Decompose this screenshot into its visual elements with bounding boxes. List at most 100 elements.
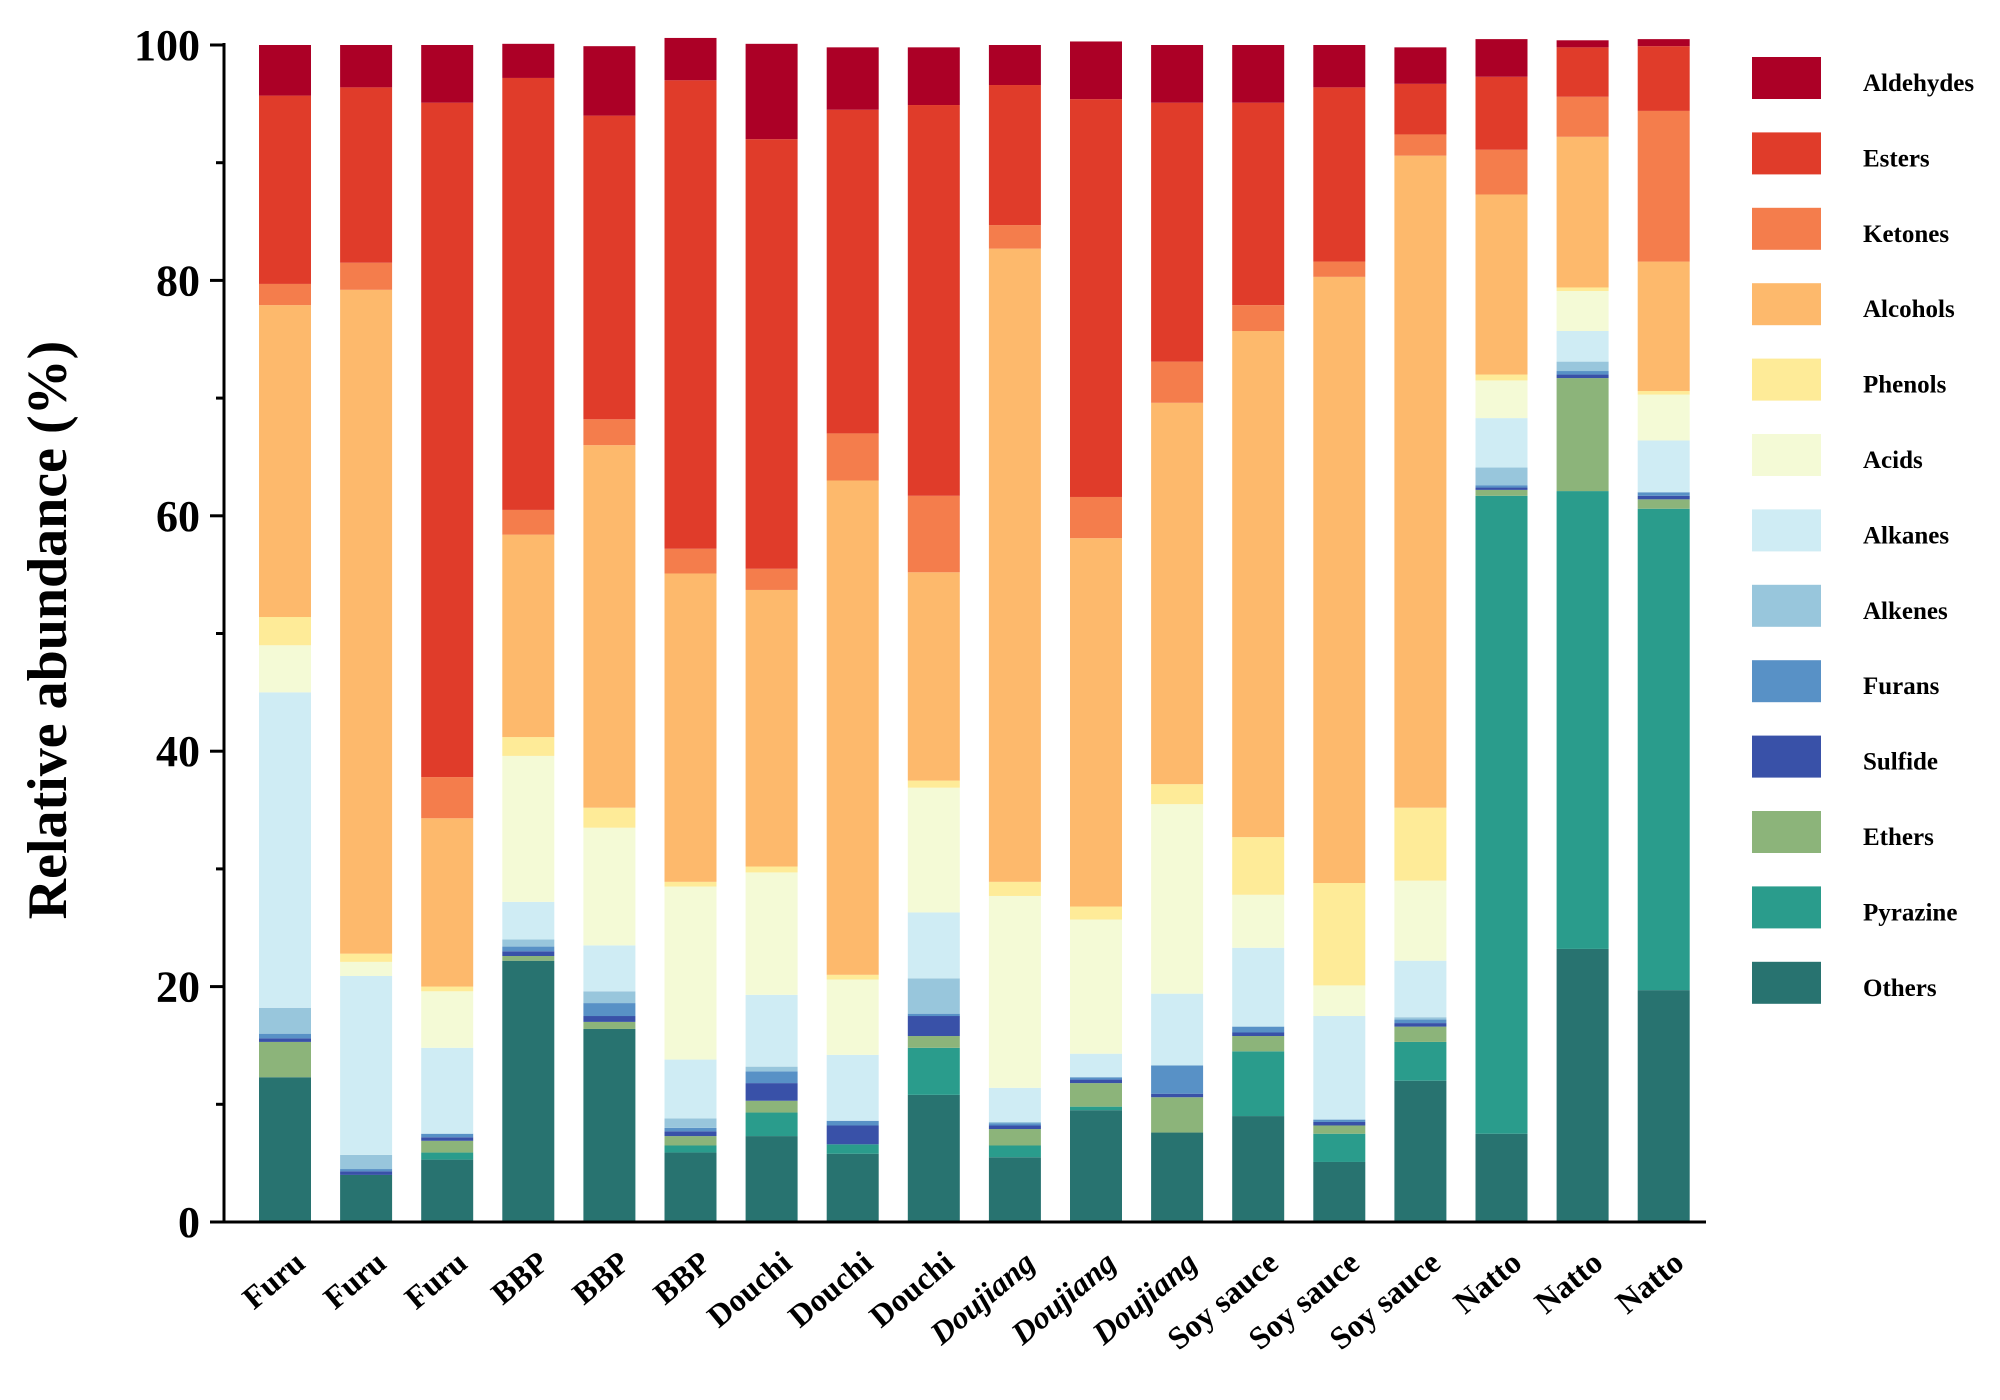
bar-segment-ethers-18 bbox=[1637, 499, 1690, 509]
bars-layer bbox=[259, 37, 1690, 1222]
bar-segment-alkanes-3 bbox=[421, 1047, 474, 1134]
legend-swatch-furans bbox=[1752, 660, 1821, 703]
y-tick-label: 20 bbox=[156, 963, 200, 1012]
bar-segment-sulfide-18 bbox=[1637, 495, 1690, 500]
bar-segment-ketones-14 bbox=[1313, 261, 1366, 277]
bar-segment-alcohols-17 bbox=[1556, 136, 1609, 288]
bar-segment-acids-13 bbox=[1232, 894, 1285, 948]
bar-segment-sulfide-14 bbox=[1313, 1121, 1366, 1126]
bar-segment-alcohols-8 bbox=[826, 480, 879, 975]
bar-segment-phenols-11 bbox=[1070, 906, 1122, 920]
bar-segment-acids-6 bbox=[664, 886, 717, 1060]
bar-segment-ethers-13 bbox=[1232, 1036, 1285, 1052]
bar-segment-furans-11 bbox=[1070, 1077, 1122, 1080]
bar-segment-aldehydes-3 bbox=[421, 45, 474, 103]
bar-segment-pyrazine-6 bbox=[664, 1145, 717, 1153]
legend-label-alkanes: Alkanes bbox=[1863, 522, 1949, 549]
x-tick-label-douchi-8: Douchi bbox=[781, 1244, 879, 1335]
bar-segment-alcohols-18 bbox=[1637, 261, 1690, 392]
bar-segment-ketones-6 bbox=[664, 548, 717, 574]
bar-segment-aldehydes-14 bbox=[1313, 45, 1366, 88]
bar-segment-aldehydes-8 bbox=[826, 47, 879, 110]
bar-segment-alkenes-16 bbox=[1475, 467, 1528, 486]
bar-segment-acids-11 bbox=[1070, 919, 1122, 1054]
bar-segment-ketones-5 bbox=[583, 419, 636, 446]
legend: Aldehydes Esters Ketones Alcohols Phenols Aci… bbox=[1752, 57, 1974, 1004]
legend-swatch-aldehydes bbox=[1752, 57, 1821, 99]
bar-segment-furans-15 bbox=[1394, 1019, 1447, 1024]
legend-swatch-alcohols bbox=[1752, 283, 1821, 326]
bar-segment-sulfide-5 bbox=[583, 1016, 636, 1022]
bar-segment-aldehydes-9 bbox=[907, 47, 960, 106]
bar-segment-aldehydes-15 bbox=[1394, 47, 1447, 84]
bar-segment-esters-2 bbox=[340, 87, 393, 263]
bar-segment-aldehydes-7 bbox=[745, 43, 798, 140]
bar-segment-ethers-9 bbox=[907, 1036, 960, 1048]
bar-segment-pyrazine-18 bbox=[1637, 508, 1690, 991]
bar-segment-ethers-11 bbox=[1070, 1083, 1122, 1107]
bar-segment-furans-14 bbox=[1313, 1119, 1366, 1122]
legend-swatch-others bbox=[1752, 961, 1821, 1004]
bar-segment-esters-9 bbox=[907, 105, 960, 496]
bar-segment-pyrazine-9 bbox=[907, 1047, 960, 1095]
bar-segment-phenols-14 bbox=[1313, 883, 1366, 986]
legend-label-others: Others bbox=[1863, 975, 1937, 1002]
bar-segment-alkanes-4 bbox=[502, 901, 555, 940]
bar-segment-pyrazine-11 bbox=[1070, 1106, 1122, 1111]
bar-segment-ketones-15 bbox=[1394, 134, 1447, 156]
bar-segment-furans-13 bbox=[1232, 1026, 1285, 1033]
bar-segment-others-12 bbox=[1151, 1132, 1204, 1222]
bar-segment-aldehydes-12 bbox=[1151, 45, 1204, 103]
bar-segment-acids-15 bbox=[1394, 880, 1447, 961]
bar-segment-sulfide-6 bbox=[664, 1131, 717, 1137]
bar-segment-aldehydes-5 bbox=[583, 46, 636, 116]
bar-segment-others-8 bbox=[826, 1153, 879, 1222]
bar-segment-others-3 bbox=[421, 1159, 474, 1222]
bar-segment-furans-3 bbox=[421, 1133, 474, 1138]
bar-segment-furans-5 bbox=[583, 1003, 636, 1017]
bar-segment-alcohols-16 bbox=[1475, 194, 1528, 375]
legend-swatch-phenols bbox=[1752, 358, 1821, 401]
bar-segment-sulfide-17 bbox=[1556, 374, 1609, 379]
bar-segment-aldehydes-16 bbox=[1475, 39, 1528, 77]
bar-segment-ethers-17 bbox=[1556, 378, 1609, 492]
bar-segment-ethers-15 bbox=[1394, 1026, 1447, 1042]
bar-segment-pyrazine-15 bbox=[1394, 1041, 1447, 1081]
bar-segment-acids-14 bbox=[1313, 985, 1366, 1017]
bar-segment-alkanes-16 bbox=[1475, 418, 1528, 468]
bar-segment-alkanes-8 bbox=[826, 1054, 879, 1121]
legend-label-sulfide: Sulfide bbox=[1863, 749, 1938, 776]
bar-segment-aldehydes-17 bbox=[1556, 40, 1609, 48]
legend-swatch-esters bbox=[1752, 132, 1821, 175]
bar-segment-alkanes-7 bbox=[745, 994, 798, 1067]
bar-segment-phenols-2 bbox=[340, 953, 393, 962]
bar-segment-ketones-1 bbox=[259, 283, 311, 306]
bar-segment-ketones-11 bbox=[1070, 496, 1122, 539]
bar-segment-sulfide-16 bbox=[1475, 487, 1528, 490]
bar-segment-others-15 bbox=[1394, 1080, 1447, 1222]
bar-segment-alkenes-15 bbox=[1394, 1017, 1447, 1020]
bar-segment-furans-8 bbox=[826, 1120, 879, 1126]
y-tick-label: 0 bbox=[178, 1198, 200, 1247]
bar-segment-others-4 bbox=[502, 960, 555, 1222]
legend-label-alcohols: Alcohols bbox=[1863, 296, 1955, 323]
bar-segment-alcohols-14 bbox=[1313, 276, 1366, 884]
legend-swatch-pyrazine bbox=[1752, 886, 1821, 929]
x-tick-label-bbp-5: BBP bbox=[565, 1244, 636, 1312]
bar-segment-alkenes-10 bbox=[988, 1121, 1041, 1124]
legend-swatch-acids bbox=[1752, 434, 1821, 476]
bar-segment-phenols-12 bbox=[1151, 784, 1204, 805]
bar-segment-phenols-15 bbox=[1394, 807, 1447, 881]
bar-segment-others-1 bbox=[259, 1077, 311, 1222]
bar-segment-alkanes-1 bbox=[259, 692, 311, 1008]
y-tick-label: 100 bbox=[134, 21, 200, 70]
bar-segment-phenols-9 bbox=[907, 780, 960, 788]
bar-segment-others-16 bbox=[1475, 1133, 1528, 1222]
bar-segment-esters-8 bbox=[826, 109, 879, 434]
bar-segment-ethers-5 bbox=[583, 1021, 636, 1029]
x-tick-label-bbp-4: BBP bbox=[484, 1244, 555, 1312]
bar-segment-others-10 bbox=[988, 1157, 1041, 1222]
bar-segment-ketones-16 bbox=[1475, 149, 1528, 195]
bar-segment-others-17 bbox=[1556, 948, 1609, 1222]
y-tick-label: 40 bbox=[156, 727, 200, 776]
